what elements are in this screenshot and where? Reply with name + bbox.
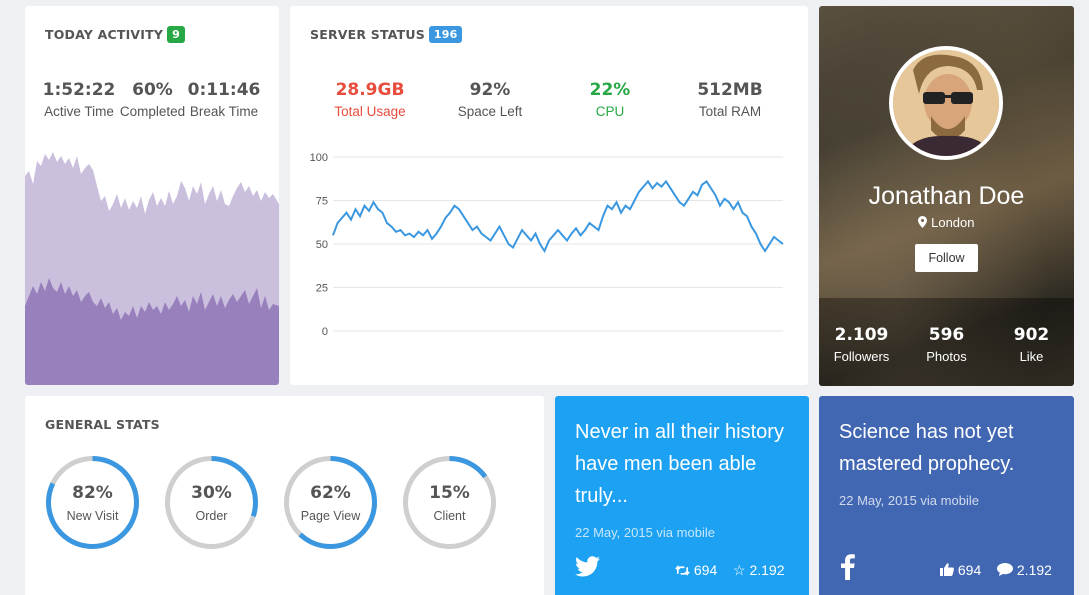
stat-label: Completed <box>119 104 186 119</box>
stat-label: Total Usage <box>334 104 406 119</box>
donut-value: 30% <box>191 483 232 503</box>
stat-label: Space Left <box>457 104 523 119</box>
twitter-quote-card: Never in all their history have men been… <box>555 396 809 595</box>
stat-value: 2.109 <box>834 325 889 345</box>
server-status-card: SERVER STATUS 196 28.9GB Total Usage 92% … <box>290 6 808 385</box>
thumbs-up-icon <box>940 562 958 578</box>
donut-label: Order <box>195 509 228 523</box>
stat-label: Like <box>1019 349 1044 364</box>
comment-value: 2.192 <box>1016 562 1052 578</box>
stat-space-left: 92% Space Left <box>440 80 540 119</box>
facebook-quote-card: Science has not yet mastered prophecy. 2… <box>819 396 1074 595</box>
stat-label: CPU <box>595 104 625 119</box>
quote-text: Never in all their history have men been… <box>575 421 784 507</box>
stat-break-time: 0:11:46 Break Time <box>184 80 264 119</box>
donut-progress <box>403 456 496 549</box>
avatar[interactable] <box>889 46 1003 160</box>
activity-area-chart <box>25 152 279 385</box>
stat-active-time: 1:52:22 Active Time <box>39 80 119 119</box>
profile-stats: 2.109 Followers 596 Photos 902 Like <box>819 298 1074 386</box>
location-text: London <box>931 215 975 230</box>
today-activity-card: TODAY ACTIVITY 9 1:52:22 Active Time 60% … <box>25 6 279 385</box>
stat-total-ram: 512MB Total RAM <box>680 80 780 119</box>
server-line-chart: 100 75 50 25 0 <box>310 152 784 338</box>
y-tick-label: 75 <box>316 196 328 208</box>
donut-label: Page View <box>300 509 361 523</box>
donut-new-visit: 82% New Visit <box>45 455 140 550</box>
stat-label: Active Time <box>44 104 114 119</box>
donut-progress <box>46 456 139 549</box>
like-value: 694 <box>957 562 982 578</box>
server-status-badge: 196 <box>428 26 463 43</box>
donut-client: 15% Client <box>402 455 497 550</box>
stat-value: 28.9GB <box>335 80 405 100</box>
star-icon: ☆ <box>733 562 746 578</box>
general-stats-title: GENERAL STATS <box>45 417 160 432</box>
donut-label: Client <box>433 509 466 523</box>
donut-value: 62% <box>310 483 351 503</box>
retweet-count[interactable]: 694 <box>675 562 717 578</box>
donut-ring <box>284 456 377 549</box>
map-marker-icon <box>918 215 931 230</box>
donut-ring <box>165 456 258 549</box>
y-tick-label: 0 <box>322 326 328 338</box>
comment-icon <box>997 562 1017 578</box>
stat-value: 92% <box>469 80 511 100</box>
stat-value: 0:11:46 <box>187 80 261 100</box>
donut-order: 30% Order <box>164 455 259 550</box>
twitter-icon[interactable] <box>575 556 600 582</box>
like-count[interactable]: 694 <box>940 562 981 578</box>
today-activity-badge: 9 <box>167 26 185 43</box>
stat-label: Total RAM <box>698 104 762 119</box>
stat-value: 902 <box>1013 325 1050 345</box>
stat-value: 60% <box>132 80 173 100</box>
retweet-value: 694 <box>693 562 718 578</box>
donut-label: New Visit <box>66 509 119 523</box>
stat-total-usage: 28.9GB Total Usage <box>320 80 420 119</box>
retweet-icon <box>675 562 694 578</box>
stat-label: Photos <box>926 349 967 364</box>
profile-stat-photos[interactable]: 596 Photos <box>904 325 989 364</box>
card-title: SERVER STATUS 196 <box>310 26 463 43</box>
today-activity-title: TODAY ACTIVITY <box>45 27 164 42</box>
y-tick-label: 100 <box>310 152 328 164</box>
stat-completed: 60% Completed <box>115 80 190 119</box>
follow-button[interactable]: Follow <box>915 244 978 272</box>
server-status-title: SERVER STATUS <box>310 27 425 42</box>
donut-value: 82% <box>72 483 113 503</box>
profile-name: Jonathan Doe <box>868 182 1025 210</box>
card-title: TODAY ACTIVITY 9 <box>45 26 185 43</box>
quote-meta: 22 May, 2015 via mobile <box>575 525 715 540</box>
stat-label: Followers <box>833 349 890 364</box>
facebook-icon[interactable] <box>841 554 855 585</box>
profile-location: London <box>819 215 1074 230</box>
stat-value: 512MB <box>697 80 763 100</box>
stat-label: Break Time <box>189 104 259 119</box>
comment-count[interactable]: 2.192 <box>997 562 1052 578</box>
y-tick-label: 50 <box>316 239 328 251</box>
quote-text: Science has not yet mastered prophecy. <box>839 421 1015 475</box>
activity-area-front <box>25 278 279 385</box>
y-tick-label: 25 <box>316 283 328 295</box>
donut-ring <box>403 456 496 549</box>
general-stats-card: GENERAL STATS <box>25 396 544 595</box>
series-line <box>332 179 784 254</box>
stat-value: 22% <box>589 80 631 100</box>
favorite-value: 2.192 <box>749 562 785 578</box>
profile-stat-followers[interactable]: 2.109 Followers <box>819 325 904 364</box>
donut-ring <box>46 456 139 549</box>
donut-page-view: 62% Page View <box>283 455 378 550</box>
favorite-count[interactable]: ☆ 2.192 <box>733 562 785 579</box>
donut-progress <box>165 456 258 549</box>
stat-value: 1:52:22 <box>42 80 116 100</box>
quote-meta: 22 May, 2015 via mobile <box>839 493 979 508</box>
donut-value: 15% <box>429 483 470 503</box>
profile-card: Jonathan Doe London Follow 2.109 Followe… <box>819 6 1074 386</box>
stat-value: 596 <box>928 325 965 345</box>
profile-stat-likes[interactable]: 902 Like <box>989 325 1074 364</box>
stat-cpu: 22% CPU <box>560 80 660 119</box>
avatar-image <box>893 50 999 156</box>
donut-progress <box>284 456 377 549</box>
